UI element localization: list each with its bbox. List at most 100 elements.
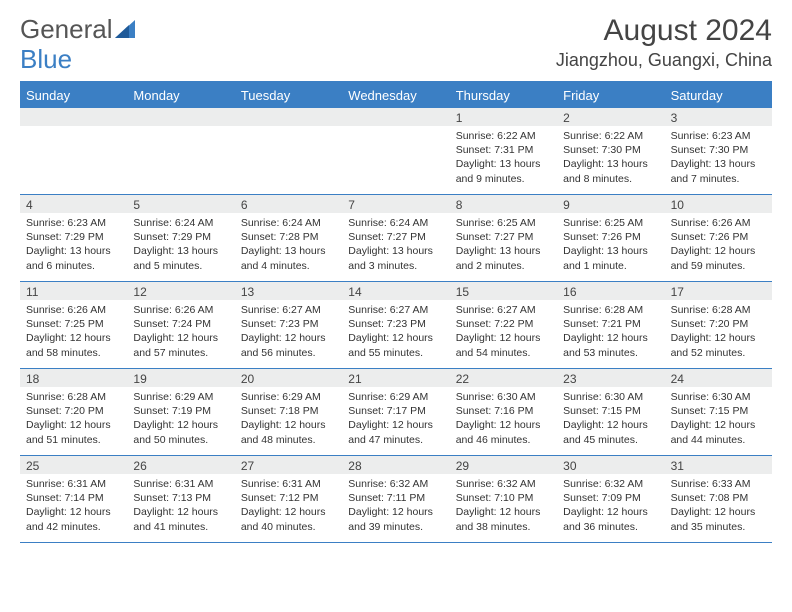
logo: General (20, 14, 137, 45)
day-number (342, 108, 449, 126)
day-number: 9 (557, 195, 664, 213)
day-cell: 27Sunrise: 6:31 AMSunset: 7:12 PMDayligh… (235, 456, 342, 542)
day-info-line: Sunset: 7:31 PM (456, 143, 551, 157)
day-number: 15 (450, 282, 557, 300)
day-body: Sunrise: 6:26 AMSunset: 7:26 PMDaylight:… (665, 213, 772, 279)
day-info-line: Sunrise: 6:26 AM (133, 303, 228, 317)
day-info-line: Sunrise: 6:23 AM (671, 129, 766, 143)
day-cell: 31Sunrise: 6:33 AMSunset: 7:08 PMDayligh… (665, 456, 772, 542)
day-cell: 4Sunrise: 6:23 AMSunset: 7:29 PMDaylight… (20, 195, 127, 281)
day-info-line: Sunrise: 6:30 AM (671, 390, 766, 404)
day-info-line: Daylight: 12 hours and 58 minutes. (26, 331, 121, 359)
day-header-cell: Friday (557, 83, 664, 108)
day-cell: 12Sunrise: 6:26 AMSunset: 7:24 PMDayligh… (127, 282, 234, 368)
day-number: 2 (557, 108, 664, 126)
day-header-cell: Saturday (665, 83, 772, 108)
day-info-line: Daylight: 12 hours and 53 minutes. (563, 331, 658, 359)
day-body: Sunrise: 6:27 AMSunset: 7:23 PMDaylight:… (235, 300, 342, 366)
day-info-line: Sunrise: 6:27 AM (348, 303, 443, 317)
day-info-line: Sunset: 7:09 PM (563, 491, 658, 505)
day-number: 31 (665, 456, 772, 474)
day-cell: 28Sunrise: 6:32 AMSunset: 7:11 PMDayligh… (342, 456, 449, 542)
day-body: Sunrise: 6:33 AMSunset: 7:08 PMDaylight:… (665, 474, 772, 540)
day-cell: 16Sunrise: 6:28 AMSunset: 7:21 PMDayligh… (557, 282, 664, 368)
day-body: Sunrise: 6:31 AMSunset: 7:12 PMDaylight:… (235, 474, 342, 540)
day-info-line: Sunrise: 6:24 AM (241, 216, 336, 230)
day-info-line: Sunset: 7:27 PM (456, 230, 551, 244)
day-info-line: Daylight: 12 hours and 57 minutes. (133, 331, 228, 359)
day-number: 22 (450, 369, 557, 387)
day-cell: 15 Sunrise: 6:27 AMSunset: 7:22 PMDayligh… (450, 282, 557, 368)
day-number: 12 (127, 282, 234, 300)
day-info-line: Daylight: 12 hours and 42 minutes. (26, 505, 121, 533)
day-body: Sunrise: 6:27 AMSunset: 7:23 PMDaylight:… (342, 300, 449, 366)
day-number (20, 108, 127, 126)
week-row: 18 Sunrise: 6:28 AMSunset: 7:20 PM Dayligh… (20, 369, 772, 456)
day-body: Sunrise: 6:23 AMSunset: 7:29 PMDaylight:… (20, 213, 127, 279)
day-number (127, 108, 234, 126)
day-info-line: Sunset: 7:18 PM (241, 404, 336, 418)
title-block: August 2024 Jiangzhou, Guangxi, China (556, 14, 772, 71)
day-cell (342, 108, 449, 194)
week-row: 4Sunrise: 6:23 AMSunset: 7:29 PMDaylight… (20, 195, 772, 282)
day-number: 5 (127, 195, 234, 213)
day-number: 18 (20, 369, 127, 387)
day-info-line: Daylight: 13 hours and 1 minute. (563, 244, 658, 272)
day-cell: 1Sunrise: 6:22 AMSunset: 7:31 PMDaylight… (450, 108, 557, 194)
day-number: 6 (235, 195, 342, 213)
day-cell: 21Sunrise: 6:29 AMSunset: 7:17 PMDayligh… (342, 369, 449, 455)
day-info-line: Daylight: 12 hours and 50 minutes. (133, 418, 228, 446)
day-cell: 23Sunrise: 6:30 AMSunset: 7:15 PMDayligh… (557, 369, 664, 455)
day-info-line: Sunrise: 6:24 AM (133, 216, 228, 230)
day-info-line: Sunrise: 6:30 AM (456, 390, 551, 404)
day-info-line: Sunrise: 6:29 AM (133, 390, 228, 404)
day-info-line: Sunrise: 6:33 AM (671, 477, 766, 491)
day-cell: 17Sunrise: 6:28 AMSunset: 7:20 PMDayligh… (665, 282, 772, 368)
day-info-line: Daylight: 12 hours and 52 minutes. (671, 331, 766, 359)
day-header-cell: Sunday (20, 83, 127, 108)
day-info-line: Sunrise: 6:27 AM (456, 303, 551, 317)
day-info-line: Sunrise: 6:30 AM (563, 390, 658, 404)
day-info-line: Sunset: 7:17 PM (348, 404, 443, 418)
day-info-line: Sunset: 7:26 PM (671, 230, 766, 244)
day-body: Sunrise: 6:26 AMSunset: 7:24 PMDaylight:… (127, 300, 234, 366)
day-body (127, 126, 234, 135)
day-info-line: Daylight: 12 hours and 35 minutes. (671, 505, 766, 533)
day-info-line: Sunset: 7:30 PM (563, 143, 658, 157)
month-title: August 2024 (556, 14, 772, 48)
day-body: Sunrise: 6:29 AMSunset: 7:17 PMDaylight:… (342, 387, 449, 453)
day-info-line: Sunset: 7:20 PM (26, 404, 121, 418)
day-body: Sunrise: 6:32 AMSunset: 7:09 PMDaylight:… (557, 474, 664, 540)
day-cell: 18Sunrise: 6:28 AMSunset: 7:20 PMDayligh… (20, 369, 127, 455)
day-body: Sunrise: 6:28 AMSunset: 7:21 PMDaylight:… (557, 300, 664, 366)
day-info-line: Daylight: 12 hours and 54 minutes. (456, 331, 551, 359)
day-info-line: Sunset: 7:16 PM (456, 404, 551, 418)
day-info-line: Sunrise: 6:32 AM (456, 477, 551, 491)
day-info-line: Sunset: 7:14 PM (26, 491, 121, 505)
logo-text-1: General (20, 14, 113, 45)
week-row: 11Sunrise: 6:26 AMSunset: 7:25 PMDayligh… (20, 282, 772, 369)
day-info-line: Sunset: 7:08 PM (671, 491, 766, 505)
day-info-line: Sunrise: 6:28 AM (26, 390, 121, 404)
day-info-line: Daylight: 12 hours and 59 minutes. (671, 244, 766, 272)
day-body: Sunrise: 6:24 AMSunset: 7:28 PMDaylight:… (235, 213, 342, 279)
day-cell: 11Sunrise: 6:26 AMSunset: 7:25 PMDayligh… (20, 282, 127, 368)
day-cell: 13Sunrise: 6:27 AMSunset: 7:23 PMDayligh… (235, 282, 342, 368)
day-info-line: Sunset: 7:22 PM (456, 317, 551, 331)
day-number: 28 (342, 456, 449, 474)
day-body: Sunrise: 6:30 AMSunset: 7:15 PMDaylight:… (557, 387, 664, 453)
day-info-line: Sunrise: 6:23 AM (26, 216, 121, 230)
day-info-line: Sunset: 7:23 PM (241, 317, 336, 331)
day-cell: 14Sunrise: 6:27 AMSunset: 7:23 PMDayligh… (342, 282, 449, 368)
day-info-line: Sunset: 7:15 PM (671, 404, 766, 418)
day-info-line: Sunset: 7:30 PM (671, 143, 766, 157)
day-cell: 3Sunrise: 6:23 AMSunset: 7:30 PMDaylight… (665, 108, 772, 194)
location: Jiangzhou, Guangxi, China (556, 50, 772, 71)
day-info-line: Sunset: 7:11 PM (348, 491, 443, 505)
day-body: Sunrise: 6:24 AMSunset: 7:27 PMDaylight:… (342, 213, 449, 279)
day-info-line: Daylight: 12 hours and 48 minutes. (241, 418, 336, 446)
day-info-line: Sunset: 7:24 PM (133, 317, 228, 331)
day-info-line: Daylight: 12 hours and 56 minutes. (241, 331, 336, 359)
day-info-line: Sunrise: 6:25 AM (563, 216, 658, 230)
day-info-line: Sunset: 7:26 PM (563, 230, 658, 244)
